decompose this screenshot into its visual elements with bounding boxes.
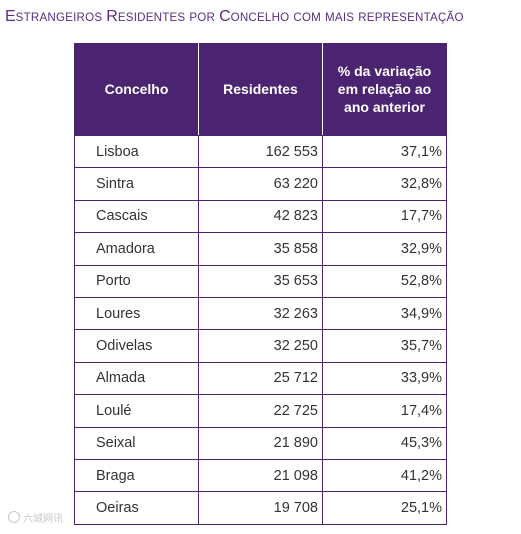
- table-header-row: Concelho Residentes % da variação em rel…: [74, 43, 446, 135]
- cell-variacao: 35,7%: [322, 329, 446, 362]
- title-word-rest: MAIS: [325, 11, 355, 24]
- cell-variacao: 41,2%: [322, 458, 446, 492]
- header-variacao: % da variação em relação ao ano anterior: [322, 43, 446, 135]
- title-word-rest: POR: [189, 11, 216, 24]
- title-word: CONCELHO: [219, 8, 289, 25]
- title-word: RESIDENTES: [106, 8, 185, 25]
- header-variacao-line2: em relação ao: [337, 81, 432, 97]
- title-word-initial: C: [219, 8, 231, 25]
- cell-residentes: 35 653: [198, 264, 322, 297]
- title-word: REPRESENTAÇÃO: [358, 8, 463, 25]
- table-row: Oeiras 19 708 25,1%: [74, 491, 446, 524]
- table-row: Lisboa 162 553 37,1%: [74, 135, 446, 168]
- title-word-initial: R: [106, 8, 118, 25]
- cell-variacao: 34,9%: [322, 296, 446, 330]
- table-row: Braga 21 098 41,2%: [74, 458, 446, 492]
- cell-concelho: Porto: [74, 264, 198, 297]
- cell-variacao: 52,8%: [322, 264, 446, 297]
- cell-residentes: 63 220: [198, 167, 322, 200]
- cell-residentes: 21 890: [198, 426, 322, 459]
- cell-residentes: 32 250: [198, 329, 322, 362]
- residents-table: Concelho Residentes % da variação em rel…: [74, 43, 447, 525]
- table-row: Amadora 35 858 32,9%: [74, 232, 446, 265]
- table-row: Loures 32 263 34,9%: [74, 296, 446, 330]
- cell-residentes: 25 712: [198, 361, 322, 395]
- cell-concelho: Lisboa: [74, 135, 198, 168]
- cell-concelho: Amadora: [74, 232, 198, 265]
- cell-concelho: Almada: [74, 361, 198, 395]
- cell-residentes: 42 823: [198, 199, 322, 233]
- header-residentes: Residentes: [198, 43, 322, 135]
- cell-variacao: 17,7%: [322, 199, 446, 233]
- cell-variacao: 25,1%: [322, 491, 446, 524]
- cell-residentes: 162 553: [198, 135, 322, 168]
- table-row: Almada 25 712 33,9%: [74, 361, 446, 395]
- title-word-rest: ONCELHO: [230, 11, 290, 24]
- table-row: Loulé 22 725 17,4%: [74, 394, 446, 427]
- cell-residentes: 35 858: [198, 232, 322, 265]
- cell-variacao: 37,1%: [322, 135, 446, 168]
- title-word: ESTRANGEIROS: [5, 8, 102, 25]
- header-concelho: Concelho: [74, 43, 198, 135]
- cell-variacao: 33,9%: [322, 361, 446, 395]
- title-word-rest: ESIDENTES: [117, 11, 186, 24]
- title-word: COM: [293, 8, 321, 25]
- cell-variacao: 32,8%: [322, 167, 446, 200]
- cell-residentes: 32 263: [198, 296, 322, 330]
- cell-concelho: Odivelas: [74, 329, 198, 362]
- cell-residentes: 21 098: [198, 458, 322, 492]
- page-title: ESTRANGEIROS RESIDENTES POR CONCELHO COM MAIS…: [5, 8, 521, 26]
- cell-concelho: Seixal: [74, 426, 198, 459]
- title-word-rest: COM: [293, 11, 322, 24]
- cell-residentes: 19 708: [198, 491, 322, 524]
- table-row: Sintra 63 220 32,8%: [74, 167, 446, 200]
- watermark-icon: [8, 511, 20, 523]
- watermark: 六城网讯: [8, 510, 63, 525]
- header-variacao-line3: ano anterior: [344, 99, 425, 115]
- cell-residentes: 22 725: [198, 394, 322, 427]
- cell-variacao: 32,9%: [322, 232, 446, 265]
- table-row: Odivelas 32 250 35,7%: [74, 329, 446, 362]
- watermark-text: 六城网讯: [23, 514, 63, 525]
- header-variacao-line1: % da variação: [337, 63, 432, 79]
- cell-concelho: Loulé: [74, 394, 198, 427]
- title-word-initial: E: [5, 8, 16, 25]
- cell-concelho: Cascais: [74, 199, 198, 233]
- table-row: Porto 35 653 52,8%: [74, 264, 446, 297]
- cell-variacao: 17,4%: [322, 394, 446, 427]
- cell-variacao: 45,3%: [322, 426, 446, 459]
- title-word: POR: [189, 8, 215, 25]
- table-row: Cascais 42 823 17,7%: [74, 199, 446, 233]
- title-word-rest: STRANGEIROS: [15, 11, 103, 24]
- title-word-rest: REPRESENTAÇÃO: [358, 11, 464, 24]
- title-word: MAIS: [325, 8, 354, 25]
- cell-concelho: Loures: [74, 296, 198, 330]
- table-row: Seixal 21 890 45,3%: [74, 426, 446, 459]
- cell-concelho: Oeiras: [74, 491, 198, 524]
- cell-concelho: Braga: [74, 458, 198, 492]
- cell-concelho: Sintra: [74, 167, 198, 200]
